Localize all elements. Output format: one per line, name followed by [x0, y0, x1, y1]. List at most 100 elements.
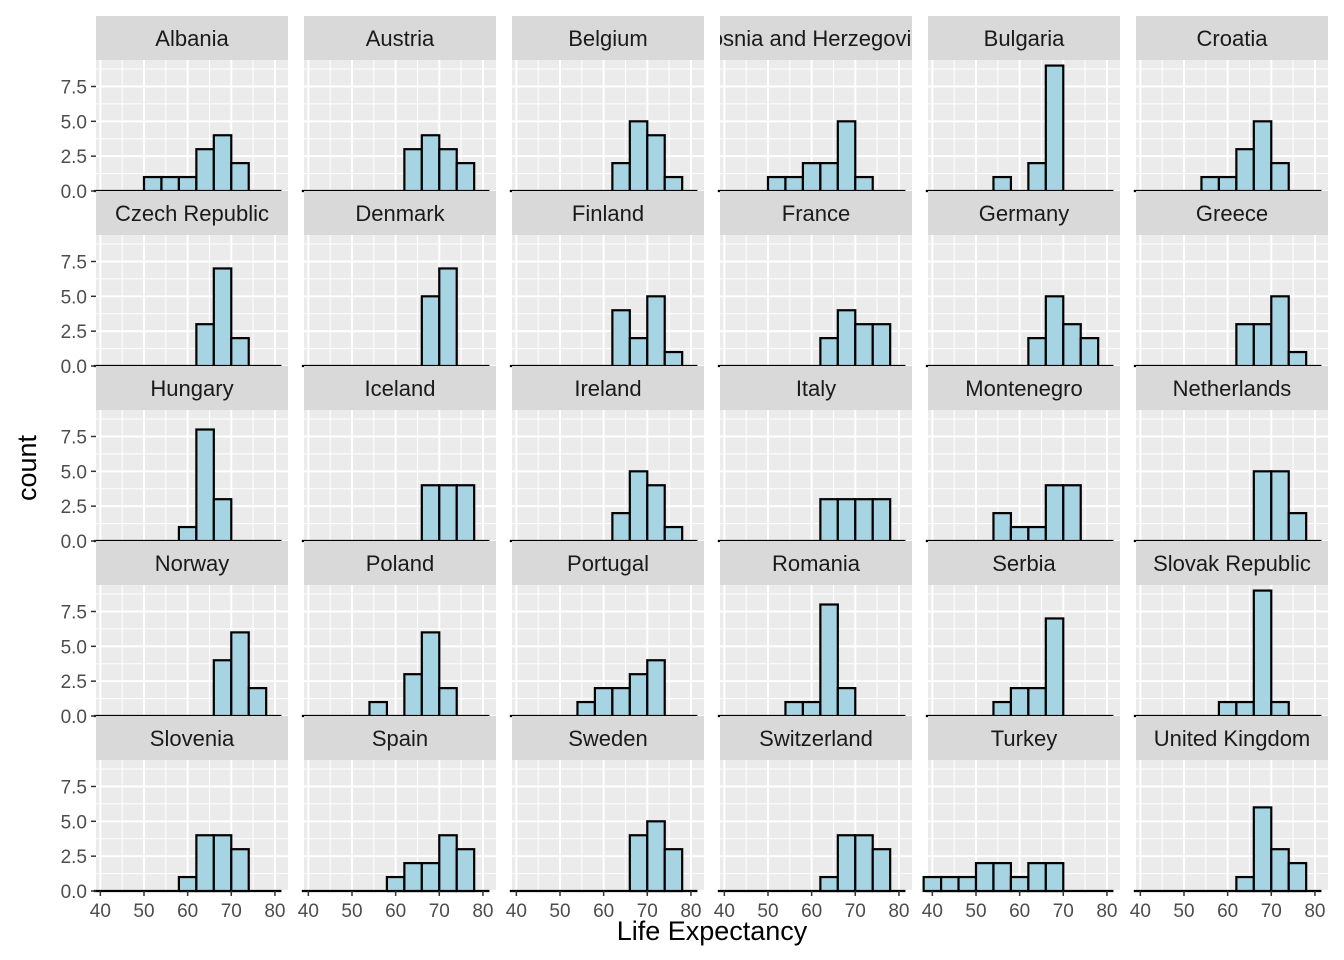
- histogram-bar: [1270, 295, 1290, 368]
- facet-strip-label: Italy: [796, 376, 836, 401]
- histogram-bar: [1200, 175, 1221, 193]
- facet-strip-label: Belgium: [568, 26, 647, 51]
- y-tick-label: 5.0: [61, 462, 87, 483]
- histogram-bar: [160, 175, 181, 193]
- x-tick-label: 60: [177, 901, 198, 922]
- histogram-bar: [1252, 120, 1273, 193]
- y-tick-label: 0.0: [61, 532, 87, 553]
- facet-albania: Albania 0.0 2.5 5.0 7.5: [61, 16, 288, 203]
- histogram-bar: [1235, 148, 1255, 193]
- facet-strip-label: Switzerland: [759, 726, 873, 751]
- histogram-bar: [1044, 617, 1065, 718]
- facet-strip: [512, 16, 704, 60]
- histogram-bar: [957, 875, 978, 893]
- y-tick-label: 5.0: [61, 287, 87, 308]
- histogram-bar: [801, 700, 822, 718]
- histogram-bar: [819, 162, 839, 193]
- facet-bulgaria: Bulgaria: [925, 16, 1120, 193]
- facet-panel: [96, 760, 288, 891]
- facet-strip: [1136, 16, 1328, 60]
- x-tick-label: 70: [1261, 901, 1282, 922]
- histogram-bar: [1062, 323, 1082, 368]
- facet-norway: Norway 0.0 2.5 5.0 7.5: [61, 541, 288, 728]
- x-tick-label: 40: [506, 901, 527, 922]
- facet-romania: Romania: [717, 541, 912, 718]
- histogram-bar: [1009, 875, 1030, 893]
- histogram-bar: [646, 484, 666, 543]
- facet-turkey: Turkey 40 50 60 70 80: [922, 716, 1120, 922]
- x-tick-label: 50: [549, 901, 570, 922]
- histogram-bar: [212, 267, 233, 368]
- histogram-bar: [385, 875, 406, 893]
- facet-strip: [720, 191, 912, 235]
- facet-greece: Greece: [1133, 191, 1328, 368]
- histogram-bar: [646, 134, 666, 193]
- histogram-bar: [922, 875, 943, 893]
- facet-finland: Finland: [509, 191, 704, 368]
- facet-strip-label: Denmark: [355, 201, 445, 226]
- histogram-bar: [819, 498, 839, 543]
- facet-united-kingdom: United Kingdom 40 50 60 70 80: [1130, 716, 1328, 922]
- facet-panel: [928, 760, 1120, 891]
- facet-panel: [1136, 235, 1328, 366]
- histogram-bar: [247, 687, 268, 718]
- x-tick-label: 70: [1053, 901, 1074, 922]
- facet-strip-label: Montenegro: [965, 376, 1082, 401]
- x-tick-label: 60: [593, 901, 614, 922]
- histogram-bar: [230, 631, 250, 718]
- histogram-bar: [766, 175, 787, 193]
- histogram-bar: [939, 875, 960, 893]
- facet-strip-label: Poland: [366, 551, 435, 576]
- y-tick-label: 0.0: [61, 357, 87, 378]
- histogram-bar: [871, 848, 892, 893]
- histogram-bar: [420, 295, 441, 368]
- facet-panel: [512, 60, 704, 191]
- histogram-bar: [230, 337, 250, 368]
- histogram-bar: [230, 162, 250, 193]
- histogram-bar: [1217, 700, 1238, 718]
- facet-serbia: Serbia: [925, 541, 1120, 718]
- histogram-bar: [628, 120, 649, 193]
- histogram-bar: [455, 848, 476, 893]
- x-tick-label: 60: [1217, 901, 1238, 922]
- histogram-bar: [836, 834, 857, 893]
- x-tick-label: 80: [1304, 901, 1325, 922]
- histogram-bar: [646, 659, 666, 718]
- facet-sweden: Sweden 40 50 60 70 80: [506, 716, 704, 922]
- y-tick-label: 2.5: [61, 322, 87, 343]
- facet-strip-label: Bosnia and Herzegovina: [696, 26, 936, 51]
- histogram-bar: [438, 484, 458, 543]
- facet-panel: [512, 410, 704, 541]
- histogram-bar: [455, 162, 476, 193]
- x-tick-label: 50: [757, 901, 778, 922]
- x-tick-label: 40: [1130, 901, 1151, 922]
- histogram-bar: [646, 820, 666, 893]
- y-tick-label: 2.5: [61, 147, 87, 168]
- y-tick-label: 7.5: [61, 252, 87, 273]
- facet-panel: [96, 410, 288, 541]
- facet-strip: [928, 191, 1120, 235]
- facet-strip: [928, 16, 1120, 60]
- histogram-bar: [1044, 484, 1065, 543]
- histogram-bar: [611, 512, 631, 543]
- histogram-bar: [1027, 337, 1047, 368]
- facet-spain: Spain 40 50 60 70 80: [298, 716, 496, 922]
- facet-strip: [1136, 191, 1328, 235]
- y-tick-label: 0.0: [61, 182, 87, 203]
- histogram-bar: [819, 337, 839, 368]
- x-tick-label: 50: [1173, 901, 1194, 922]
- facet-strip-label: Sweden: [568, 726, 648, 751]
- facet-strip: [720, 541, 912, 585]
- facet-strip-label: Netherlands: [1173, 376, 1292, 401]
- y-tick-label: 2.5: [61, 497, 87, 518]
- histogram-bar: [1044, 64, 1065, 193]
- histogram-bar: [992, 862, 1013, 893]
- histogram-bar: [195, 834, 215, 893]
- histogram-bar: [368, 700, 389, 718]
- histogram-bar: [420, 862, 441, 893]
- facet-strip: [304, 366, 496, 410]
- facet-germany: Germany: [925, 191, 1120, 368]
- facet-strip-label: Slovenia: [150, 726, 235, 751]
- facet-strip-label: Spain: [372, 726, 428, 751]
